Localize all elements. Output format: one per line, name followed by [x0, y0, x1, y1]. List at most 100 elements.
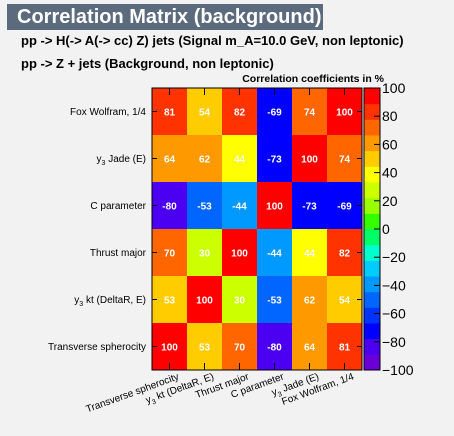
- heatmap-cell: [257, 276, 293, 324]
- cell-value-label: 64: [304, 343, 316, 354]
- cell-value-label: 100: [336, 108, 353, 119]
- colorbar-segment: [364, 260, 380, 277]
- plot-frame: [151, 87, 363, 371]
- colorbar-tick-label: 40: [382, 165, 398, 181]
- heatmap-cell: [327, 229, 363, 277]
- cell-value-label: 74: [304, 108, 316, 119]
- cell-value-label: -80: [267, 343, 282, 354]
- cell-value-label: 30: [199, 249, 211, 260]
- cell-value-label: 70: [164, 249, 176, 260]
- cell-value-label: 100: [266, 202, 283, 213]
- heatmap-cell: [257, 182, 293, 230]
- heatmap-cell: [222, 182, 258, 230]
- heatmap-cell: [222, 135, 258, 183]
- heatmap-cell: [222, 229, 258, 277]
- colorbar-segment: [364, 213, 380, 230]
- cell-value-label: -73: [302, 202, 317, 213]
- x-axis-ticks: [169, 88, 345, 370]
- heatmap-cell: [152, 88, 188, 136]
- y-axis-ticks: [152, 111, 362, 347]
- heatmap-cell: [327, 323, 363, 371]
- heatmap-cell: [292, 323, 328, 371]
- heatmap-cell: [222, 323, 258, 371]
- heatmap-cell: [152, 276, 188, 324]
- colorbar-title: Correlation coefficients in %: [242, 73, 384, 85]
- heatmap-cell: [187, 88, 223, 136]
- colorbar-tick-label: −60: [382, 306, 406, 322]
- y-tick-label: Fox Wolfram, 1/4: [70, 107, 146, 118]
- y-tick-label: Thrust major: [90, 248, 147, 259]
- heatmap-cell: [292, 229, 328, 277]
- y-tick-label: Transverse spherocity: [48, 342, 146, 353]
- colorbar-segment: [364, 135, 380, 152]
- heatmap-cell: [187, 182, 223, 230]
- colorbar-segment: [364, 354, 380, 371]
- cell-value-label: 64: [164, 155, 176, 166]
- cell-value-label: 100: [161, 343, 178, 354]
- cell-value-label: 100: [301, 155, 318, 166]
- cell-value-label: 53: [199, 343, 211, 354]
- cell-value-label: 82: [339, 249, 351, 260]
- cell-value-label: -69: [337, 202, 352, 213]
- y-tick-label: y3 kt (DeltaR, E): [74, 295, 146, 308]
- heatmap-cell: [327, 88, 363, 136]
- colorbar-segment: [364, 338, 380, 355]
- cell-value-label: 62: [304, 296, 316, 307]
- colorbar-segment: [364, 323, 380, 340]
- colorbar-segment: [364, 119, 380, 136]
- heatmap-cell: [327, 135, 363, 183]
- cell-value-label: 100: [231, 249, 248, 260]
- heatmap-cell: [292, 182, 328, 230]
- y-axis-labels: Fox Wolfram, 1/4 y3 Jade (E) C parameter Th…: [48, 107, 147, 353]
- cell-value-label: 44: [304, 249, 316, 260]
- heatmap-cell: [327, 276, 363, 324]
- cell-value-label: 30: [234, 296, 246, 307]
- colorbar-tick-label: 20: [382, 193, 398, 209]
- colorbar-tick-label: −40: [382, 277, 406, 293]
- heatmap-cell: [327, 182, 363, 230]
- heatmap-cell: [222, 276, 258, 324]
- cell-value-label: 53: [164, 296, 176, 307]
- cell-value-label: 62: [199, 155, 211, 166]
- heatmap-cell: [292, 88, 328, 136]
- cell-value-label: -53: [267, 296, 282, 307]
- colorbar-segment: [364, 103, 380, 120]
- heatmap-cell: [187, 323, 223, 371]
- cell-value-label: -80: [162, 202, 177, 213]
- heatmap-cell: [257, 88, 293, 136]
- y-tick-label: y3 Jade (E): [97, 154, 146, 167]
- chart-title-box: Correlation Matrix (background): [7, 4, 323, 30]
- heatmap-cell: [187, 135, 223, 183]
- colorbar-segment: [364, 88, 380, 105]
- heatmap-cell: [292, 135, 328, 183]
- colorbar-segment: [364, 150, 380, 167]
- heatmap-cell: [187, 229, 223, 277]
- cell-value-label: 74: [339, 155, 351, 166]
- heatmap-cell: [152, 135, 188, 183]
- heatmap-cell: [222, 88, 258, 136]
- colorbar-segment: [364, 276, 380, 293]
- colorbar-tick-label: −100: [382, 362, 414, 378]
- heatmap-cell: [257, 229, 293, 277]
- cell-value-label: 54: [339, 296, 351, 307]
- cell-value-label: 100: [196, 296, 213, 307]
- heatmap-cell: [187, 276, 223, 324]
- cell-value-label: -44: [232, 202, 247, 213]
- heatmap-cell: [257, 135, 293, 183]
- cell-value-label: 44: [234, 155, 246, 166]
- colorbar-segment: [364, 229, 380, 246]
- colorbar-tick-label: 0: [382, 221, 390, 237]
- cell-value-label: -73: [267, 155, 282, 166]
- heatmap-cell: [152, 182, 188, 230]
- colorbar-tick-label: −20: [382, 249, 406, 265]
- heatmap-cell: [292, 276, 328, 324]
- colorbar-tick-label: 100: [382, 80, 406, 96]
- cell-value-label: -53: [197, 202, 212, 213]
- heatmap-cells: 81 54 82 -69 74 100 64 62 44 -73 100 74 -80 -53 -44 100…: [152, 88, 363, 371]
- colorbar-segment: [364, 197, 380, 214]
- background-description: pp -> Z + jets (Background, non leptonic…: [21, 56, 274, 71]
- chart-title: Correlation Matrix (background): [17, 6, 322, 28]
- colorbar: 100 80 60 40 20 0 −20 −40 −60 −80 −100: [363, 80, 414, 378]
